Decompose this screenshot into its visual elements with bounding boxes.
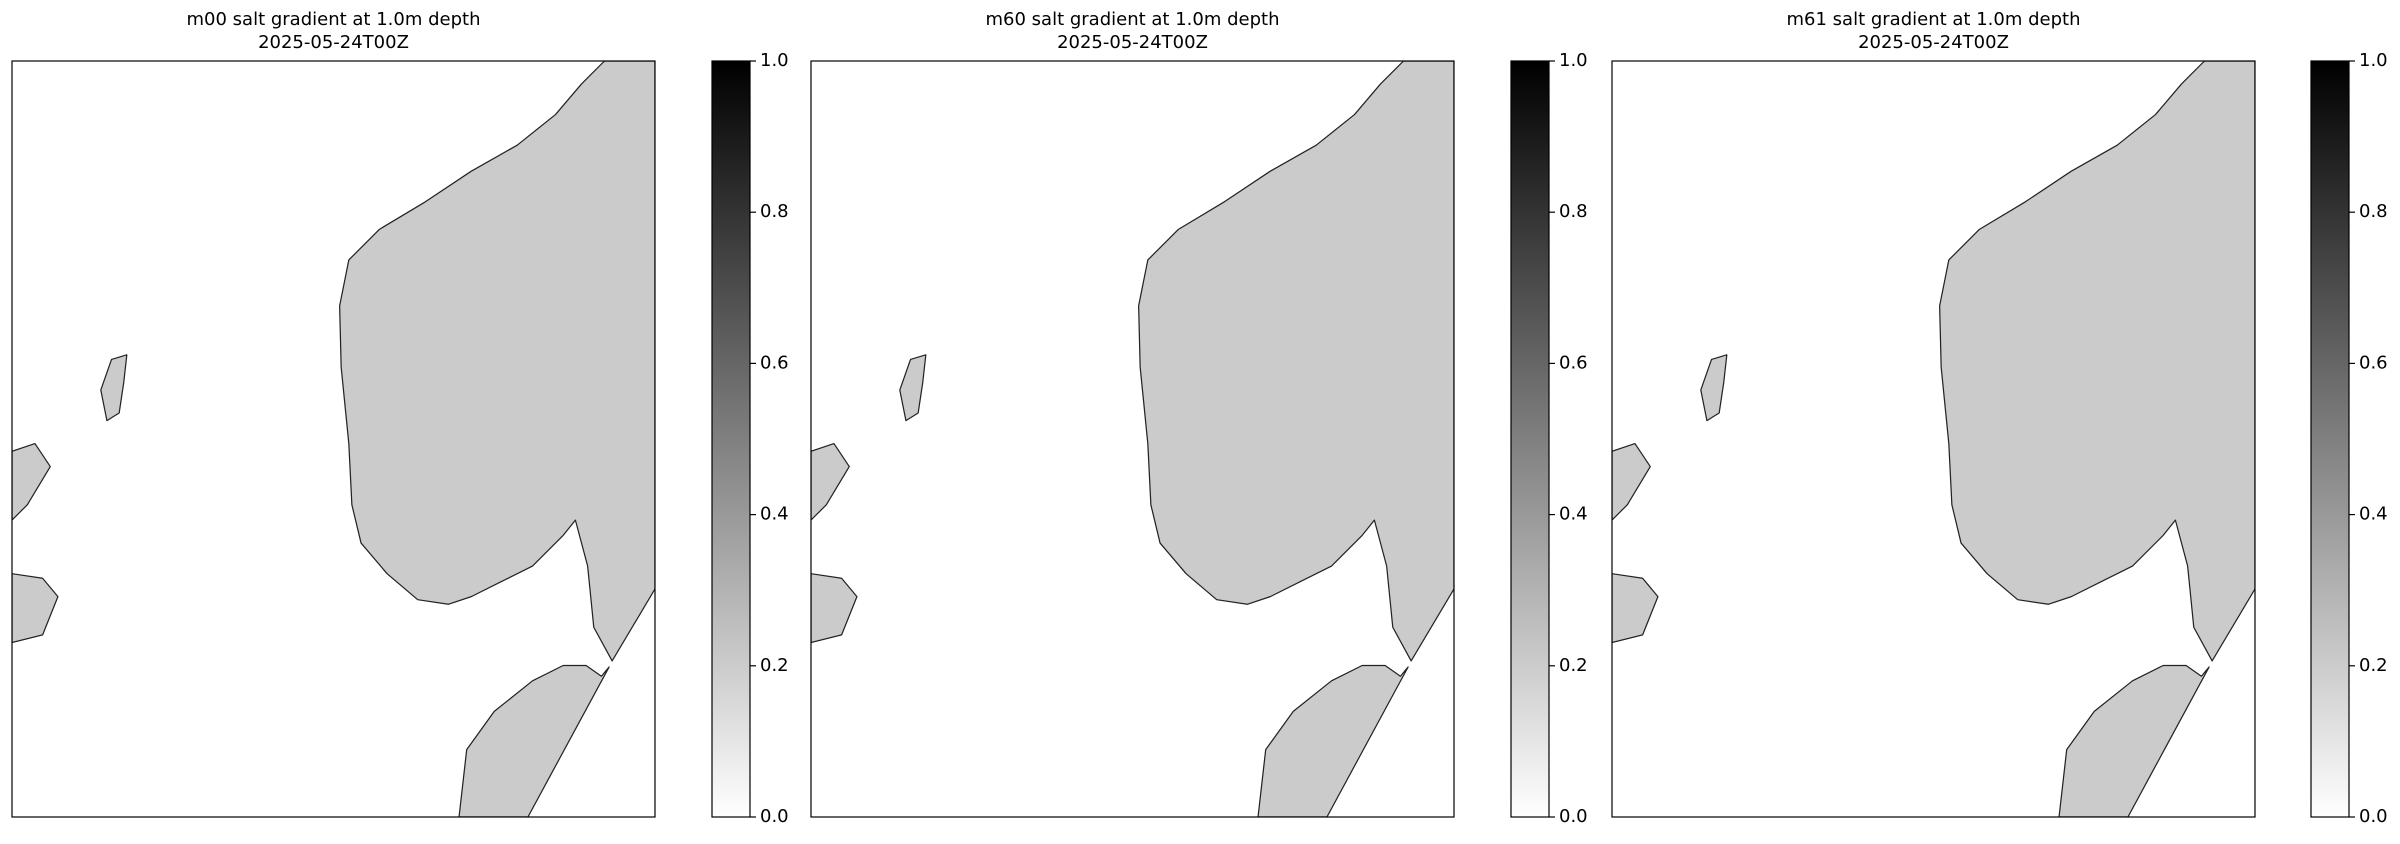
panel-title: m60 salt gradient at 1.0m depth bbox=[986, 9, 1280, 30]
colorbar-tick-label: 1.0 bbox=[1559, 50, 1588, 71]
colorbar-tick-label: 0.4 bbox=[2359, 504, 2388, 525]
land bbox=[1700, 354, 1728, 422]
map-frame bbox=[1611, 60, 2256, 818]
colorbar bbox=[711, 60, 751, 818]
land bbox=[1939, 61, 2255, 662]
colorbar-tick-label: 0.4 bbox=[760, 504, 789, 525]
panel-subtitle: 2025-05-24T00Z bbox=[258, 32, 409, 53]
map-panel: m61 salt gradient at 1.0m depth2025-05-2… bbox=[1611, 9, 2388, 827]
land bbox=[12, 442, 51, 521]
colorbar-tick-label: 1.0 bbox=[760, 50, 789, 71]
colorbar-tick-label: 0.0 bbox=[2359, 806, 2388, 827]
colorbar-tick-label: 0.0 bbox=[760, 806, 789, 827]
colorbar-tick-label: 1.0 bbox=[2359, 50, 2388, 71]
land bbox=[1612, 573, 1659, 644]
land bbox=[811, 573, 858, 644]
land bbox=[1257, 664, 1409, 817]
colorbar bbox=[2310, 60, 2350, 818]
colorbar-tick-label: 0.8 bbox=[2359, 201, 2388, 222]
colorbar-tick-label: 0.6 bbox=[760, 352, 789, 373]
colorbar-tick-label: 0.8 bbox=[1559, 201, 1588, 222]
panel-subtitle: 2025-05-24T00Z bbox=[1057, 32, 1208, 53]
map-area bbox=[811, 61, 1454, 817]
colorbar-tick-label: 0.6 bbox=[2359, 352, 2388, 373]
land bbox=[1612, 442, 1651, 521]
land bbox=[12, 573, 59, 644]
map-area bbox=[1612, 61, 2255, 817]
colorbar-tick-label: 0.2 bbox=[2359, 655, 2388, 676]
colorbar-tick-label: 0.0 bbox=[1559, 806, 1588, 827]
land bbox=[1138, 61, 1454, 662]
map-area bbox=[12, 61, 655, 817]
colorbar-tick-label: 0.2 bbox=[1559, 655, 1588, 676]
colorbar-tick-label: 0.2 bbox=[760, 655, 789, 676]
land bbox=[811, 442, 850, 521]
land bbox=[899, 354, 927, 422]
panel-subtitle: 2025-05-24T00Z bbox=[1858, 32, 2009, 53]
panel-title: m00 salt gradient at 1.0m depth bbox=[187, 9, 481, 30]
colorbar bbox=[1510, 60, 1550, 818]
colorbar-tick-label: 0.8 bbox=[760, 201, 789, 222]
colorbar-tick-label: 0.6 bbox=[1559, 352, 1588, 373]
map-panel: m00 salt gradient at 1.0m depth2025-05-2… bbox=[11, 9, 789, 827]
panel-title: m61 salt gradient at 1.0m depth bbox=[1787, 9, 2081, 30]
land bbox=[100, 354, 128, 422]
map-frame bbox=[11, 60, 656, 818]
map-frame bbox=[810, 60, 1455, 818]
land bbox=[339, 61, 655, 662]
map-panel: m60 salt gradient at 1.0m depth2025-05-2… bbox=[810, 9, 1588, 827]
land bbox=[458, 664, 610, 817]
colorbar-tick-label: 0.4 bbox=[1559, 504, 1588, 525]
land bbox=[2058, 664, 2210, 817]
